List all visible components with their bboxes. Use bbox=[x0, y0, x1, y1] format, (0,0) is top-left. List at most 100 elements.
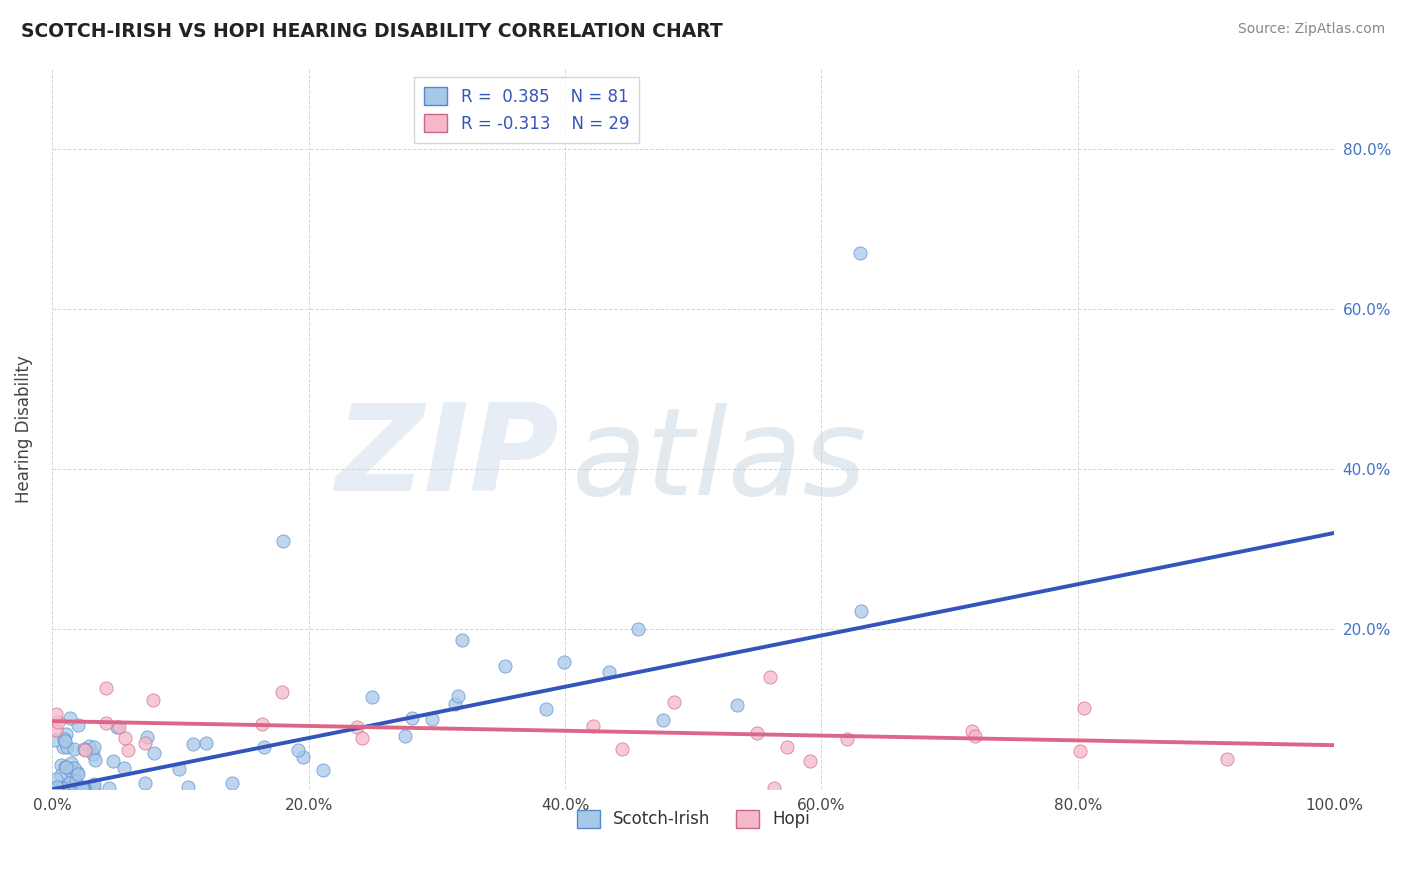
Point bbox=[56, 739, 79, 754]
Point bbox=[83, 777, 105, 791]
Point bbox=[79, 780, 101, 795]
Point bbox=[361, 690, 384, 705]
Point bbox=[763, 780, 786, 795]
Point bbox=[45, 723, 67, 738]
Point bbox=[1069, 744, 1091, 758]
Point bbox=[73, 780, 96, 795]
Legend: Scotch-Irish, Hopi: Scotch-Irish, Hopi bbox=[569, 803, 817, 835]
Point bbox=[73, 742, 96, 756]
Point bbox=[142, 693, 165, 707]
Point bbox=[75, 743, 97, 757]
Point bbox=[652, 714, 675, 728]
Point bbox=[44, 733, 66, 747]
Point bbox=[776, 739, 799, 754]
Point bbox=[45, 706, 67, 721]
Y-axis label: Hearing Disability: Hearing Disability bbox=[15, 355, 32, 503]
Point bbox=[59, 711, 82, 725]
Point bbox=[394, 730, 416, 744]
Point bbox=[97, 780, 120, 795]
Point bbox=[55, 760, 77, 774]
Point bbox=[835, 732, 858, 747]
Point bbox=[194, 736, 217, 750]
Point bbox=[270, 685, 292, 699]
Point bbox=[581, 719, 603, 733]
Point bbox=[494, 659, 516, 673]
Point bbox=[59, 774, 82, 789]
Point bbox=[447, 690, 470, 704]
Point bbox=[53, 734, 76, 748]
Point bbox=[114, 731, 136, 745]
Text: atlas: atlas bbox=[572, 403, 868, 520]
Point bbox=[45, 780, 67, 794]
Point bbox=[66, 766, 89, 780]
Point bbox=[79, 739, 101, 753]
Point bbox=[612, 742, 634, 756]
Point bbox=[84, 753, 107, 767]
Point bbox=[48, 780, 70, 795]
Point bbox=[52, 780, 75, 795]
Point bbox=[82, 747, 104, 761]
Point bbox=[960, 724, 983, 739]
Point bbox=[49, 768, 72, 782]
Point bbox=[536, 701, 558, 715]
Point bbox=[94, 681, 117, 695]
Point bbox=[598, 665, 620, 680]
Point bbox=[72, 780, 94, 795]
Point bbox=[143, 746, 166, 760]
Point bbox=[73, 780, 96, 795]
Point bbox=[59, 780, 82, 795]
Point bbox=[553, 655, 575, 669]
Point bbox=[287, 743, 309, 757]
Point bbox=[83, 740, 105, 755]
Point bbox=[55, 727, 77, 741]
Text: SCOTCH-IRISH VS HOPI HEARING DISABILITY CORRELATION CHART: SCOTCH-IRISH VS HOPI HEARING DISABILITY … bbox=[21, 22, 723, 41]
Point bbox=[72, 780, 94, 795]
Point bbox=[59, 763, 82, 777]
Point bbox=[312, 763, 335, 777]
Point bbox=[136, 730, 159, 744]
Point bbox=[134, 775, 156, 789]
Text: Source: ZipAtlas.com: Source: ZipAtlas.com bbox=[1237, 22, 1385, 37]
Point bbox=[177, 780, 200, 795]
Point bbox=[107, 720, 129, 734]
Point bbox=[725, 698, 748, 712]
Point bbox=[965, 729, 987, 743]
Point bbox=[112, 761, 135, 775]
Point bbox=[53, 731, 76, 746]
Point bbox=[117, 743, 139, 757]
Point bbox=[63, 742, 86, 756]
Point bbox=[45, 772, 67, 787]
Point bbox=[53, 759, 76, 773]
Point bbox=[70, 780, 93, 795]
Point bbox=[1073, 701, 1095, 715]
Point bbox=[46, 714, 69, 729]
Point bbox=[134, 736, 156, 750]
Point bbox=[65, 773, 87, 788]
Point bbox=[59, 776, 82, 790]
Point bbox=[450, 633, 472, 648]
Point bbox=[58, 780, 80, 795]
Point bbox=[105, 720, 128, 734]
Point bbox=[851, 604, 873, 618]
Point bbox=[759, 670, 782, 684]
Text: ZIP: ZIP bbox=[335, 400, 558, 516]
Point bbox=[101, 754, 124, 768]
Point bbox=[747, 725, 769, 739]
Point bbox=[799, 754, 821, 768]
Point bbox=[48, 780, 70, 795]
Point bbox=[58, 775, 80, 789]
Point bbox=[252, 740, 274, 755]
Point bbox=[664, 695, 686, 709]
Point bbox=[346, 720, 368, 734]
Point bbox=[59, 756, 82, 771]
Point bbox=[221, 775, 243, 789]
Point bbox=[271, 533, 294, 548]
Point bbox=[59, 780, 82, 795]
Point bbox=[62, 772, 84, 786]
Point bbox=[49, 758, 72, 772]
Point bbox=[401, 711, 423, 725]
Point bbox=[66, 764, 89, 779]
Point bbox=[63, 780, 86, 795]
Point bbox=[444, 697, 467, 711]
Point bbox=[94, 715, 117, 730]
